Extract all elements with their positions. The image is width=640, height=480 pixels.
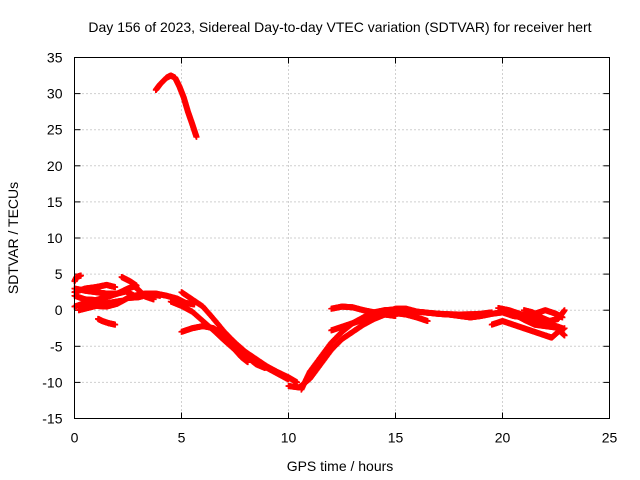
y-tick-label: 25: [47, 122, 63, 138]
x-tick-label: 10: [281, 430, 297, 446]
y-axis-tick-labels: -15 -10 -5 0 5 10 15 20 25 30 35: [42, 50, 62, 427]
data-point: [77, 272, 84, 279]
y-tick-label: -5: [50, 338, 63, 354]
series-sat-m: [225, 339, 251, 366]
series-sat-u: [510, 310, 568, 339]
data-point: [424, 318, 431, 325]
series-sat-g: [118, 273, 140, 289]
y-axis-label: SDTVAR / TECUs: [5, 182, 21, 294]
series-sat-e: [71, 281, 119, 296]
series-sat-h: [95, 315, 119, 328]
grid: [74, 57, 610, 419]
data-point: [112, 284, 119, 291]
y-tick-label: 20: [47, 158, 63, 174]
data-point: [193, 133, 200, 140]
data-points: [71, 72, 568, 393]
series-sat-j: [178, 289, 301, 386]
y-tick-label: 10: [47, 230, 63, 246]
y-tick-label: 35: [47, 50, 63, 66]
y-tick-label: 5: [55, 266, 63, 282]
y-tick-label: 30: [47, 86, 63, 102]
data-point: [392, 312, 399, 319]
series-sat-o: [298, 306, 474, 393]
x-tick-label: 0: [71, 430, 79, 446]
chart-title: Day 156 of 2023, Sidereal Day-to-day VTE…: [88, 19, 591, 35]
y-tick-label: 0: [55, 302, 63, 318]
x-tick-label: 25: [602, 430, 618, 446]
data-point: [261, 364, 268, 371]
data-point: [561, 307, 568, 314]
series-sat-v: [520, 307, 568, 325]
data-point: [112, 321, 119, 328]
data-point: [118, 297, 125, 304]
data-point: [133, 282, 140, 289]
data-point: [244, 359, 251, 366]
data-point: [285, 376, 292, 383]
series-sat-f: [75, 297, 125, 314]
x-axis-tick-labels: 0 5 10 15 20 25: [71, 430, 618, 446]
y-tick-label: -10: [42, 374, 62, 390]
x-tick-label: 5: [178, 430, 186, 446]
x-tick-label: 15: [388, 430, 404, 446]
plot-frame: [74, 57, 610, 419]
y-tick-label: 15: [47, 194, 63, 210]
series-sat-a: [71, 272, 84, 285]
x-tick-label: 20: [495, 430, 511, 446]
x-axis-label: GPS time / hours: [287, 458, 394, 474]
data-point: [157, 292, 164, 299]
series-sat-i: [152, 72, 200, 140]
y-tick-label: -15: [42, 411, 62, 427]
data-point: [561, 332, 568, 339]
